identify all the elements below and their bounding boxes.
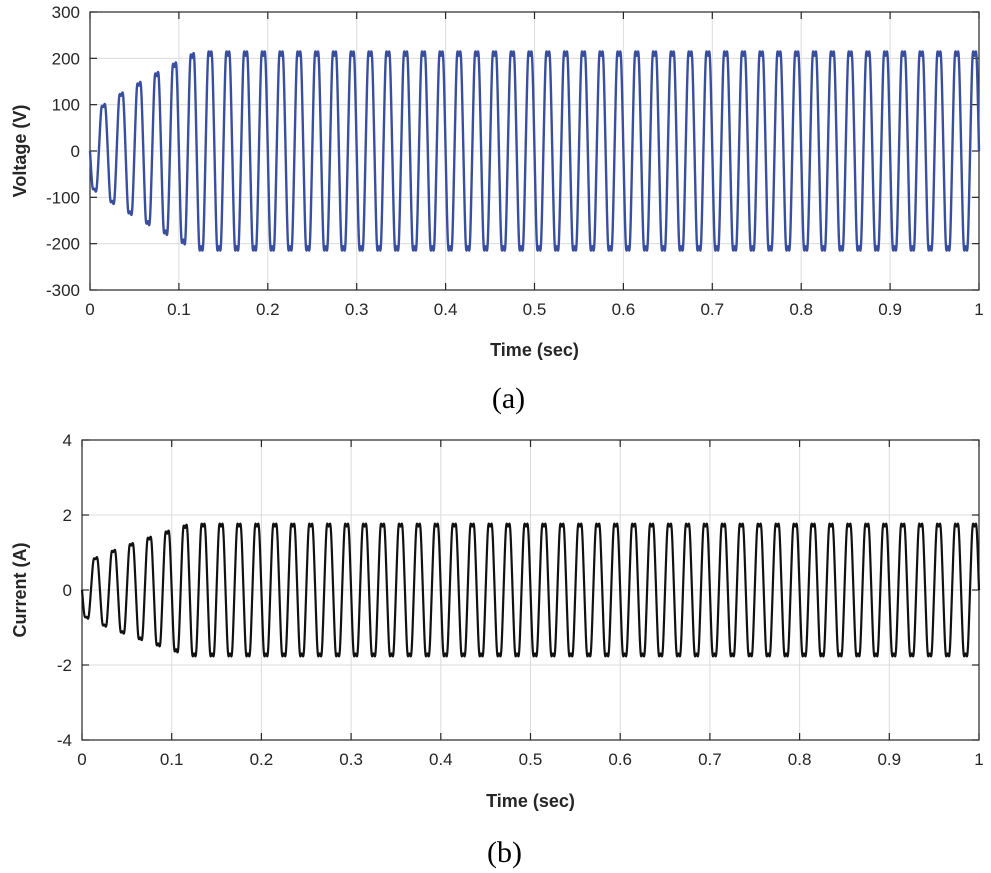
current-series-line: [80, 522, 981, 658]
current-axis-ticks: [81, 439, 980, 741]
y-tick-label: 200: [52, 49, 80, 68]
x-tick-label: 0.7: [698, 750, 722, 769]
y-tick-label: -4: [57, 731, 72, 750]
voltage-y-axis-label: Voltage (V): [10, 105, 30, 198]
x-tick-label: 0.3: [345, 300, 369, 319]
current-y-tick-labels: 4 2 0 -2 -4: [57, 431, 72, 750]
current-chart: 0 0.1 0.2 0.3 0.4 0.5 0.6 0.7 0.8 0.9 1 4 2 0 -2 -4 Ti…: [10, 431, 984, 869]
x-tick-label: 0.4: [429, 750, 453, 769]
y-tick-label: 0: [71, 142, 80, 161]
current-x-tick-labels: 0 0.1 0.2 0.3 0.4 0.5 0.6 0.7 0.8 0.9 1: [77, 750, 983, 769]
x-tick-label: 0.5: [519, 750, 543, 769]
y-tick-label: 300: [52, 3, 80, 22]
y-tick-label: -100: [46, 188, 80, 207]
x-tick-label: 0.9: [877, 750, 901, 769]
current-x-axis-label: Time (sec): [486, 791, 575, 811]
y-tick-label: 2: [63, 506, 72, 525]
voltage-series-line: [88, 50, 981, 252]
voltage-caption: (a): [492, 382, 525, 415]
y-tick-label: -300: [46, 281, 80, 300]
x-tick-label: 0.5: [523, 300, 547, 319]
x-tick-label: 0.6: [612, 300, 636, 319]
x-tick-label: 0: [85, 300, 94, 319]
x-tick-label: 0.1: [160, 750, 184, 769]
voltage-chart: 0 0.1 0.2 0.3 0.4 0.5 0.6 0.7 0.8 0.9 1 300 200 100 0…: [10, 3, 984, 415]
x-tick-label: 0.4: [434, 300, 458, 319]
x-tick-label: 0.3: [339, 750, 363, 769]
x-tick-label: 1: [974, 750, 983, 769]
x-tick-label: 1: [974, 300, 983, 319]
y-tick-label: 0: [63, 581, 72, 600]
y-tick-label: -2: [57, 656, 72, 675]
x-tick-label: 0.2: [250, 750, 274, 769]
x-tick-label: 0.6: [608, 750, 632, 769]
y-tick-label: 100: [52, 96, 80, 115]
voltage-y-tick-labels: 300 200 100 0 -100 -200 -300: [46, 3, 80, 300]
x-tick-label: 0.8: [789, 300, 813, 319]
x-tick-label: 0: [77, 750, 86, 769]
x-tick-label: 0.1: [167, 300, 191, 319]
x-tick-label: 0.8: [788, 750, 812, 769]
y-tick-label: -200: [46, 235, 80, 254]
current-y-axis-label: Current (A): [10, 543, 30, 638]
voltage-x-tick-labels: 0 0.1 0.2 0.3 0.4 0.5 0.6 0.7 0.8 0.9 1: [85, 300, 983, 319]
voltage-x-axis-label: Time (sec): [490, 340, 579, 360]
x-tick-label: 0.9: [878, 300, 902, 319]
x-tick-label: 0.7: [700, 300, 724, 319]
x-tick-label: 0.2: [256, 300, 280, 319]
current-caption: (b): [487, 836, 522, 869]
y-tick-label: 4: [63, 431, 72, 450]
